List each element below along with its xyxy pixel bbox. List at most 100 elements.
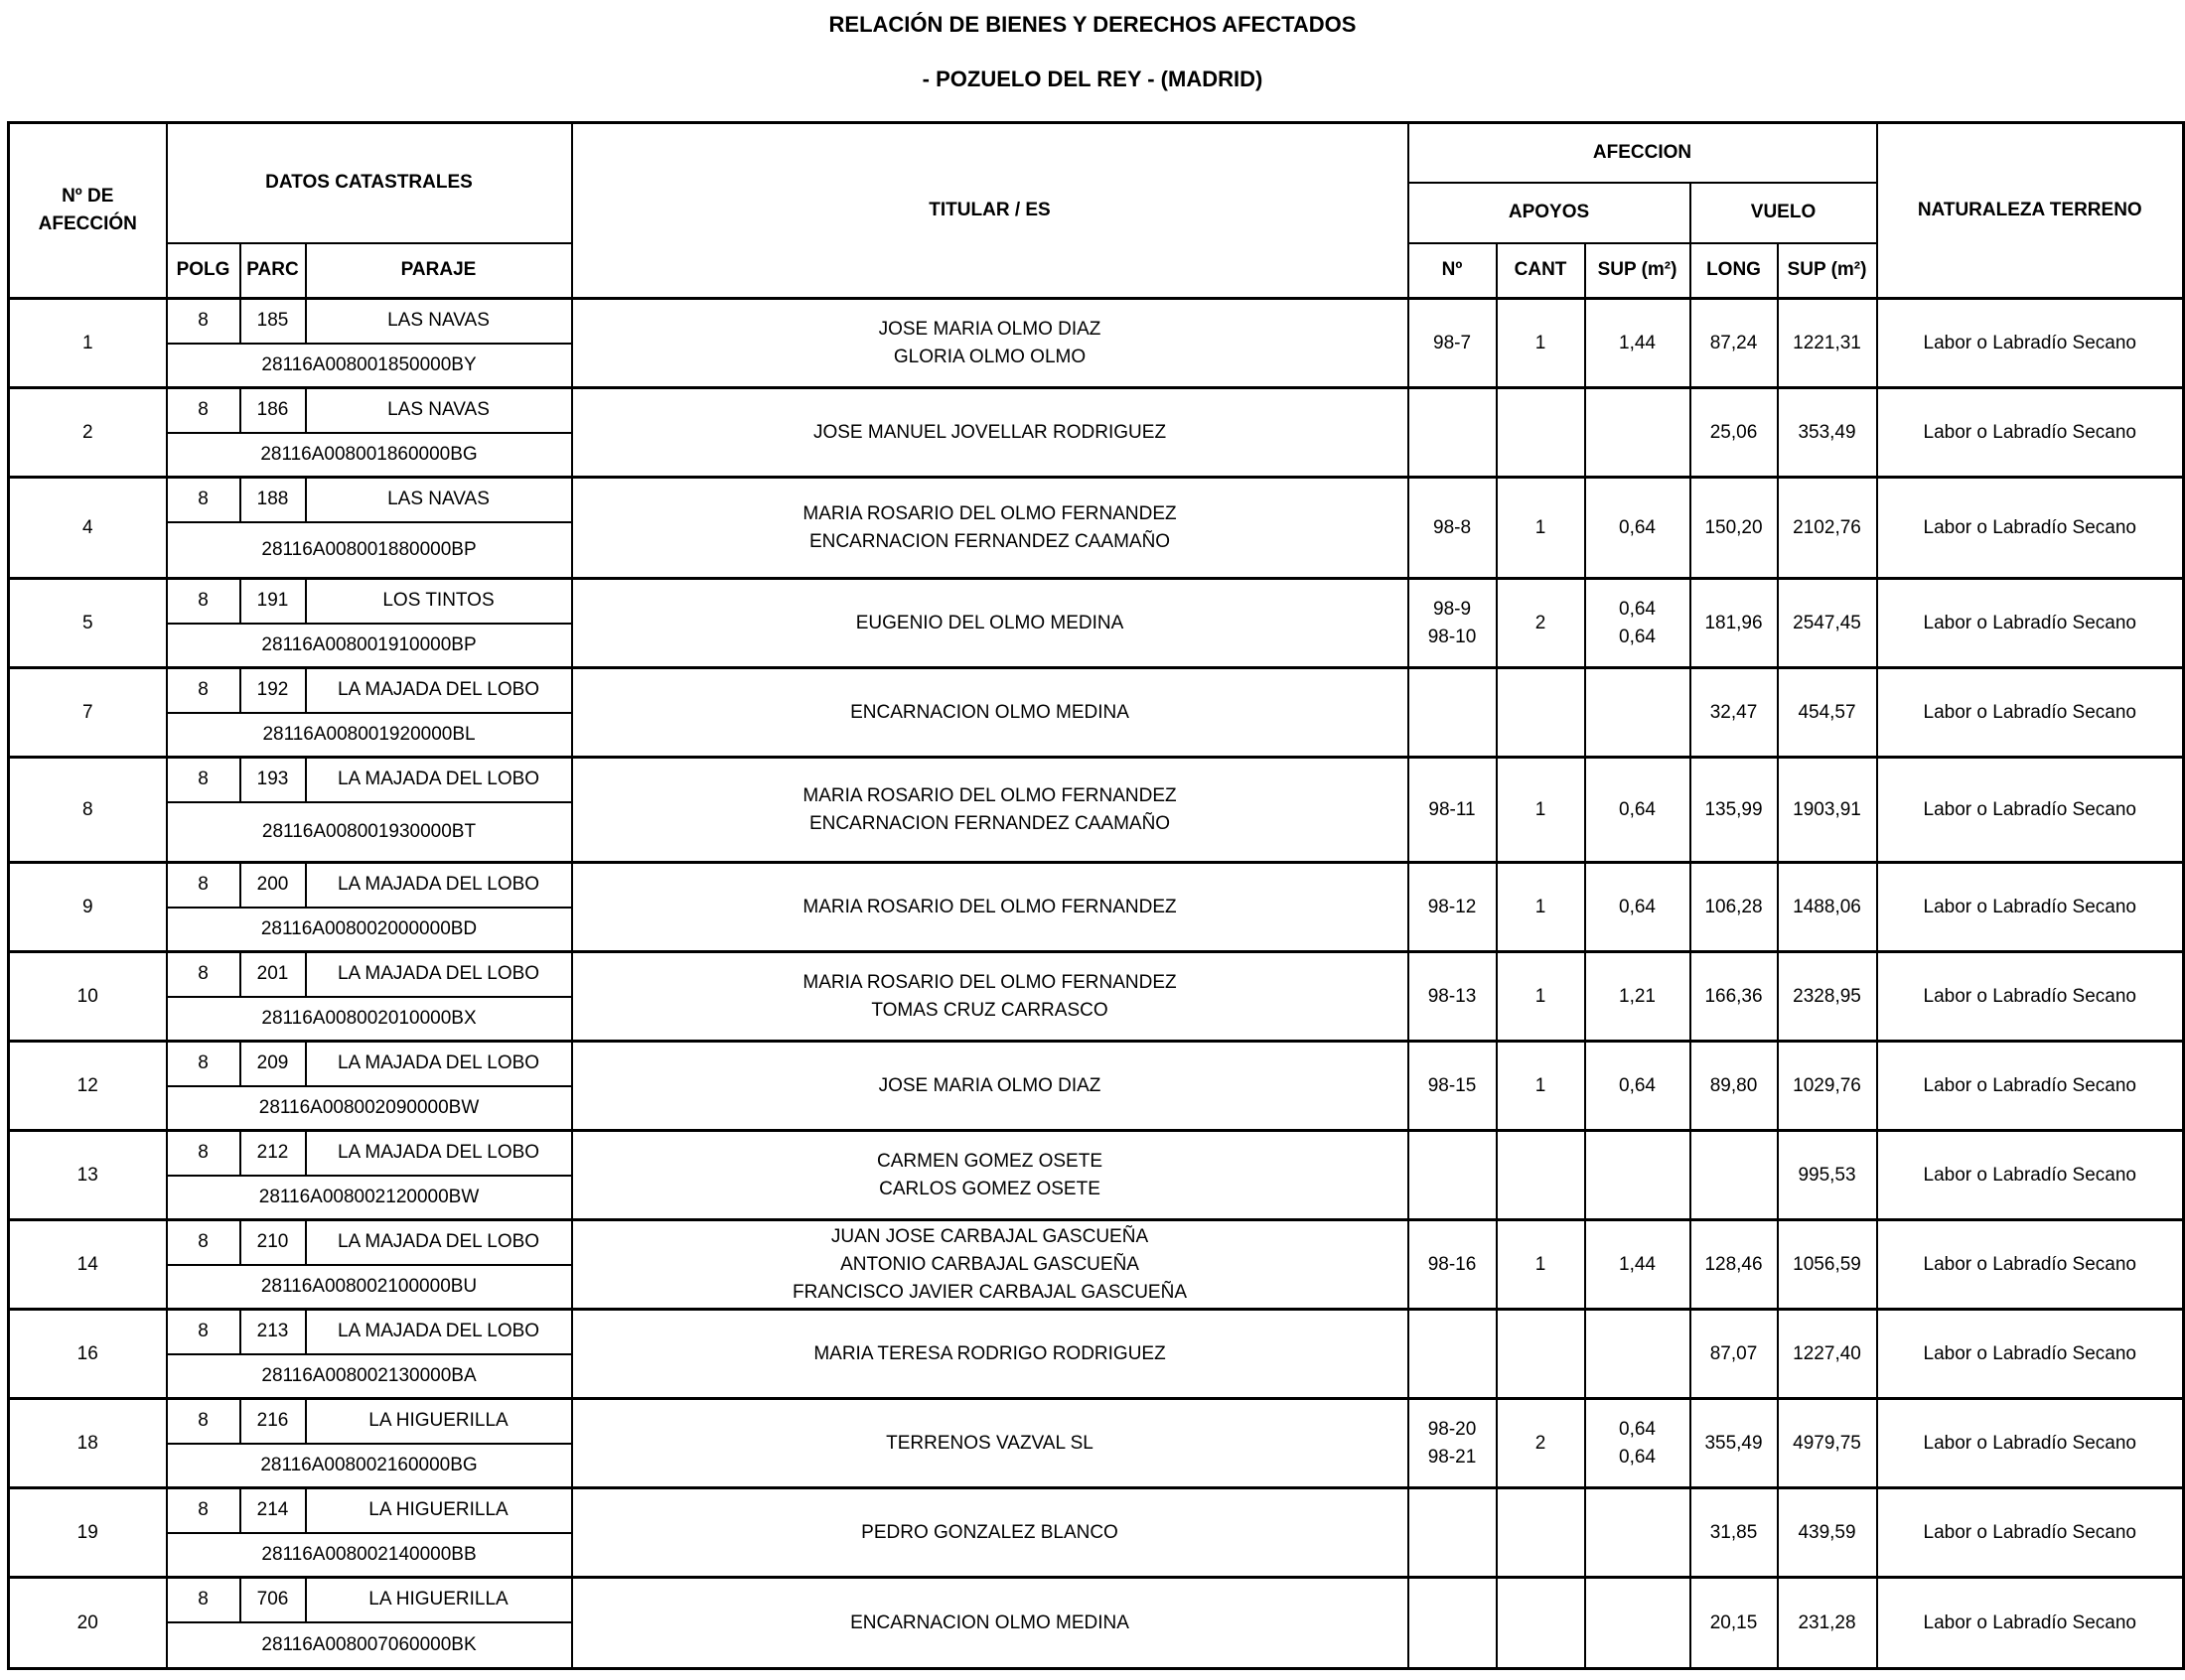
apoyo-n-cell xyxy=(1406,1486,1498,1579)
apoyo-n-cell: 98-9 98-10 xyxy=(1406,577,1498,669)
cant-cell xyxy=(1495,666,1586,759)
long-cell: 128,46 xyxy=(1688,1218,1779,1311)
apoyo-n-cell: 98-7 xyxy=(1406,297,1498,389)
titular-cell-line: ENCARNACION OLMO MEDINA xyxy=(850,1611,1129,1633)
titular-cell: MARIA ROSARIO DEL OLMO FERNANDEZ xyxy=(570,861,1409,953)
paraje-cell: LA MAJADA DEL LOBO xyxy=(304,756,573,803)
cant-cell: 1 xyxy=(1495,297,1586,389)
apoyo-sup-cell-line: 0,64 xyxy=(1619,598,1656,620)
apoyo-n-cell-line: 98-9 xyxy=(1433,598,1472,620)
refcat-cell: 28116A008007060000BK xyxy=(165,1620,573,1670)
header-titular: TITULAR / ES xyxy=(570,121,1409,300)
table-row: 20 8 706 LA HIGUERILLA ENCARNACION OLMO MEDI… xyxy=(7,1576,2185,1670)
parc-cell: 193 xyxy=(238,756,307,803)
table-row-refcat: 28116A008001930000BT xyxy=(9,800,2184,864)
long-cell: 32,47 xyxy=(1688,666,1779,759)
apoyo-n-cell xyxy=(1406,1576,1498,1670)
table-row-refcat: 28116A008001850000BY xyxy=(9,342,2184,389)
table-row-refcat: 28116A008001860000BG xyxy=(9,431,2184,479)
titular-cell-line: JOSE MANUEL JOVELLAR RODRIGUEZ xyxy=(812,421,1167,443)
vuelo-sup-cell: 4979,75 xyxy=(1776,1397,1878,1489)
table-row: 4 8 188 LAS NAVAS MARIA ROSARIO DEL OLMO FER… xyxy=(7,476,2185,580)
polg-cell: 8 xyxy=(165,861,241,909)
table-row: 18 8 216 LA HIGUERILLA TERRENOS VAZVAL SL 98-… xyxy=(7,1397,2185,1489)
table-row: 19 8 214 LA HIGUERILLA PEDRO GONZALEZ BLANCO… xyxy=(7,1486,2185,1579)
table-row-refcat: 28116A008002100000BU xyxy=(9,1263,2184,1311)
apoyo-sup-cell-line: 1,44 xyxy=(1619,1253,1656,1275)
cant-cell: 1 xyxy=(1495,861,1586,953)
naturaleza-cell: Labor o Labradío Secano xyxy=(1875,386,2185,479)
apoyo-n-cell-line: 98-11 xyxy=(1428,798,1476,820)
apoyo-sup-cell-line: 1,44 xyxy=(1619,332,1656,353)
polg-cell: 8 xyxy=(165,1397,241,1445)
naturaleza-cell: Labor o Labradío Secano xyxy=(1875,1218,2185,1311)
table-row-refcat: 28116A008007060000BK xyxy=(9,1620,2184,1670)
afeccion-number: 10 xyxy=(7,950,168,1043)
document-subtitle: - POZUELO DEL REY - (MADRID) xyxy=(922,67,1263,91)
long-cell: 87,07 xyxy=(1688,1308,1779,1400)
table-row: 12 8 209 LA MAJADA DEL LOBO JOSE MARIA OLMO … xyxy=(7,1040,2185,1132)
long-cell xyxy=(1688,1129,1779,1221)
naturaleza-cell: Labor o Labradío Secano xyxy=(1875,666,2185,759)
paraje-cell: LA MAJADA DEL LOBO xyxy=(304,1129,573,1177)
table-row: 2 8 186 LAS NAVAS JOSE MANUEL JOVELLAR RODRI… xyxy=(7,386,2185,479)
apoyo-sup-cell xyxy=(1583,1129,1691,1221)
apoyo-n-cell: 98-20 98-21 xyxy=(1406,1397,1498,1489)
naturaleza-cell: Labor o Labradío Secano xyxy=(1875,577,2185,669)
polg-cell: 8 xyxy=(165,756,241,803)
afeccion-number: 7 xyxy=(7,666,168,759)
parc-cell: 210 xyxy=(238,1218,307,1266)
afeccion-number: 12 xyxy=(7,1040,168,1132)
parc-cell: 192 xyxy=(238,666,307,714)
polg-cell: 8 xyxy=(165,1129,241,1177)
table-row-refcat: 28116A008001920000BL xyxy=(9,711,2184,759)
apoyo-n-cell-line: 98-13 xyxy=(1427,985,1477,1007)
apoyo-sup-cell: 1,44 xyxy=(1583,1218,1691,1311)
naturaleza-cell: Labor o Labradío Secano xyxy=(1875,1397,2185,1489)
vuelo-sup-cell: 2328,95 xyxy=(1776,950,1878,1043)
refcat-cell: 28116A008001860000BG xyxy=(165,431,573,479)
vuelo-sup-cell: 1227,40 xyxy=(1776,1308,1878,1400)
vuelo-sup-cell: 1056,59 xyxy=(1776,1218,1878,1311)
apoyo-n-cell-line: 98-7 xyxy=(1433,332,1472,353)
titular-cell-line: MARIA ROSARIO DEL OLMO FERNANDEZ xyxy=(802,784,1177,806)
paraje-cell: LAS NAVAS xyxy=(304,386,573,434)
cant-cell: 2 xyxy=(1495,577,1586,669)
apoyo-n-cell: 98-12 xyxy=(1406,861,1498,953)
header-afeccion: AFECCION xyxy=(1406,121,1878,184)
vuelo-sup-cell: 1488,06 xyxy=(1776,861,1878,953)
header-apoyos: APOYOS xyxy=(1406,181,1691,244)
paraje-cell: LA MAJADA DEL LOBO xyxy=(304,861,573,909)
header-vuelo: VUELO xyxy=(1688,181,1878,244)
long-cell: 25,06 xyxy=(1688,386,1779,479)
polg-cell: 8 xyxy=(165,1218,241,1266)
naturaleza-cell: Labor o Labradío Secano xyxy=(1875,1129,2185,1221)
long-cell: 20,15 xyxy=(1688,1576,1779,1670)
apoyo-sup-cell: 0,64 xyxy=(1583,756,1691,864)
vuelo-sup-cell: 454,57 xyxy=(1776,666,1878,759)
paraje-cell: LA MAJADA DEL LOBO xyxy=(304,1308,573,1355)
vuelo-sup-cell: 231,28 xyxy=(1776,1576,1878,1670)
table-row: 8 8 193 LA MAJADA DEL LOBO MARIA ROSARIO DEL… xyxy=(7,756,2185,864)
titular-cell-line: CARMEN GOMEZ OSETE xyxy=(877,1150,1102,1172)
apoyo-sup-cell: 0,64 xyxy=(1583,861,1691,953)
polg-cell: 8 xyxy=(165,577,241,625)
apoyo-sup-cell: 0,64 0,64 xyxy=(1583,577,1691,669)
table-row-refcat: 28116A008001910000BP xyxy=(9,622,2184,669)
table-row: 16 8 213 LA MAJADA DEL LOBO MARIA TERESA ROD… xyxy=(7,1308,2185,1400)
afeccion-number: 9 xyxy=(7,861,168,953)
polg-cell: 8 xyxy=(165,297,241,345)
refcat-cell: 28116A008001920000BL xyxy=(165,711,573,759)
apoyo-n-cell: 98-8 xyxy=(1406,476,1498,580)
cant-cell xyxy=(1495,386,1586,479)
titular-cell: ENCARNACION OLMO MEDINA xyxy=(570,666,1409,759)
document-title: RELACIÓN DE BIENES Y DERECHOS AFECTADOS xyxy=(828,12,1357,37)
cant-cell: 1 xyxy=(1495,950,1586,1043)
afeccion-number: 18 xyxy=(7,1397,168,1489)
apoyo-sup-cell-line: 0,64 xyxy=(1619,516,1656,538)
paraje-cell: LA MAJADA DEL LOBO xyxy=(304,666,573,714)
table-row-refcat: 28116A008002120000BW xyxy=(9,1174,2184,1221)
table-row: 13 8 212 LA MAJADA DEL LOBO CARMEN GOMEZ OSE… xyxy=(7,1129,2185,1221)
vuelo-sup-cell: 995,53 xyxy=(1776,1129,1878,1221)
table-row: 1 8 185 LAS NAVAS JOSE MARIA OLMO DIAZ GLORIA… xyxy=(7,297,2185,389)
